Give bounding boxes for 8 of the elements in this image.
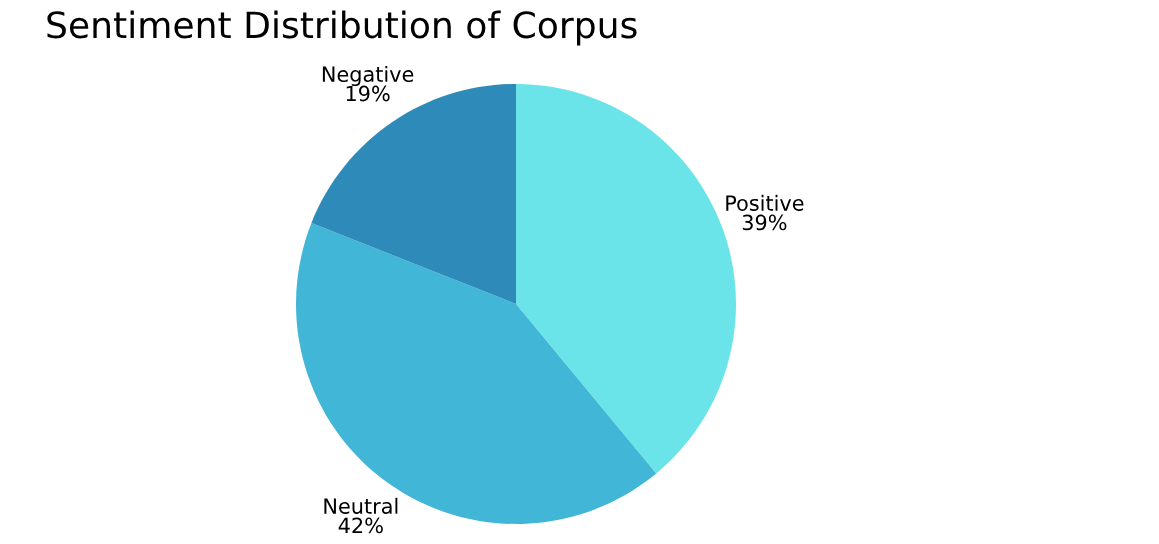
slice-label: Neutral (324, 497, 398, 514)
pie-slice (311, 84, 516, 304)
slice-label: Negative (322, 65, 414, 87)
slice-label: Positive (726, 194, 804, 211)
data-label: 39% (742, 214, 787, 231)
data-label: 42% (338, 517, 383, 534)
data-label: 19% (346, 85, 390, 102)
chart-title: Sentiment Distribution of Corpus (47, 10, 637, 46)
